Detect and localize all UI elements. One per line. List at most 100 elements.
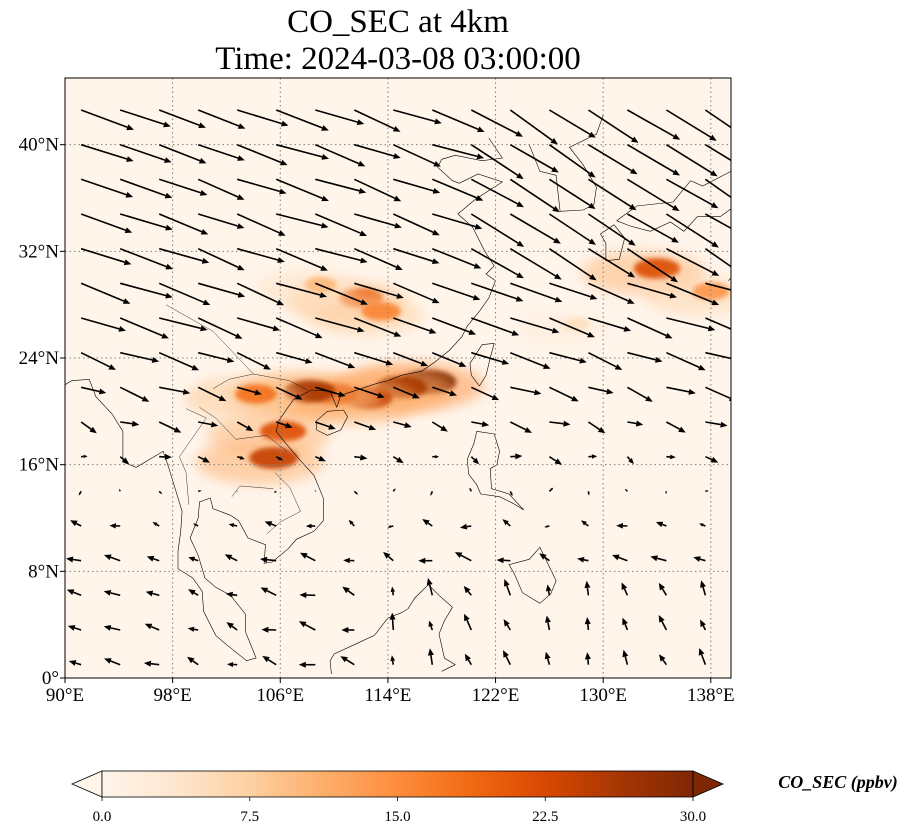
- wind-arrow-shaft: [236, 143, 282, 164]
- wind-arrow-head: [745, 135, 753, 141]
- wind-arrow-shaft: [275, 421, 287, 427]
- wind-arrow-shaft: [428, 584, 434, 596]
- wind-arrow-head: [104, 554, 112, 561]
- wind-arrow-shaft: [236, 282, 279, 304]
- wind-arrow-shaft: [198, 421, 212, 426]
- wind-arrow-shaft: [392, 213, 434, 234]
- wind-arrow-head: [711, 270, 720, 276]
- wind-arrow-shaft: [509, 109, 553, 141]
- wind-arrow-head: [432, 297, 440, 304]
- wind-arrow-shaft: [705, 351, 731, 360]
- wind-arrow-head: [588, 131, 596, 138]
- wind-arrow-head: [464, 613, 470, 622]
- wind-arrow-head: [70, 520, 78, 527]
- wind-arrow-shaft: [661, 620, 668, 631]
- wind-arrow-shaft: [466, 619, 473, 631]
- wind-arrow-shaft: [74, 627, 82, 631]
- wind-arrow-head: [454, 552, 463, 558]
- wind-arrow-head: [89, 426, 97, 434]
- wind-arrow-head: [188, 589, 196, 596]
- wind-arrow-shaft: [549, 351, 581, 362]
- wind-arrow-head: [543, 363, 551, 369]
- wind-arrow-head: [432, 188, 441, 194]
- wind-arrow-shaft: [509, 421, 527, 431]
- wind-arrow-head: [516, 201, 524, 208]
- wind-arrow-head: [458, 361, 467, 367]
- wind-arrow-head: [749, 292, 757, 298]
- wind-arrow-head: [201, 257, 210, 264]
- wind-arrow-shaft: [354, 317, 396, 335]
- wind-arrow-shaft: [236, 455, 241, 459]
- wind-arrow-shaft: [548, 213, 591, 242]
- wind-arrow-head: [515, 453, 523, 460]
- wind-arrow-head: [357, 160, 366, 167]
- wind-arrow-shaft: [158, 213, 203, 233]
- wind-arrow-head: [98, 388, 107, 395]
- wind-arrow-head: [278, 230, 286, 236]
- wind-arrow-head: [343, 557, 350, 564]
- wind-arrow-shaft: [509, 248, 557, 277]
- wind-arrow-head: [173, 426, 182, 433]
- wind-arrow-head: [108, 364, 116, 370]
- wind-arrow-head: [338, 391, 346, 398]
- wind-arrow-shaft: [275, 351, 307, 362]
- wind-arrow-head: [273, 491, 276, 493]
- wind-arrow-shaft: [275, 386, 297, 398]
- wind-arrow-head: [524, 427, 532, 433]
- wind-arrow-head: [554, 273, 562, 280]
- wind-arrow-head: [463, 585, 471, 594]
- wind-arrow-head: [83, 454, 88, 459]
- wind-arrow-head: [748, 277, 756, 283]
- wind-arrow-shaft: [466, 525, 472, 528]
- wind-arrow-shaft: [432, 213, 476, 228]
- wind-arrow-head: [202, 299, 211, 305]
- wind-arrow-shaft: [471, 317, 513, 334]
- border-line: [199, 407, 288, 452]
- wind-arrow-head: [516, 240, 525, 247]
- wind-arrow-shaft: [315, 386, 340, 395]
- wind-arrow-head: [245, 425, 254, 432]
- wind-arrow-head: [261, 626, 269, 633]
- wind-arrow-head: [554, 296, 563, 303]
- wind-arrow-head: [672, 204, 680, 212]
- wind-arrow-shaft: [236, 247, 279, 261]
- wind-arrow-head: [584, 580, 591, 589]
- wind-arrow-head: [118, 326, 126, 332]
- wind-arrow-head: [746, 333, 754, 339]
- colorbar-ticks: 0.0 7.5 15.0 22.5 30.0: [93, 797, 706, 825]
- wind-arrow-head: [298, 621, 307, 628]
- wind-arrow-shaft: [587, 144, 632, 172]
- wind-arrow-head: [614, 364, 623, 370]
- wind-arrow-head: [210, 421, 219, 428]
- wind-arrow-shaft: [236, 351, 265, 368]
- wind-arrow-head: [627, 271, 636, 278]
- wind-arrow-shaft: [195, 524, 199, 527]
- wind-arrow-shaft: [471, 282, 518, 300]
- wind-arrow-head: [68, 660, 77, 666]
- wind-arrow-shaft: [627, 351, 656, 361]
- wind-arrow-head: [319, 292, 328, 298]
- wind-arrow-shaft: [665, 144, 713, 174]
- wind-arrow-head: [104, 658, 112, 664]
- wind-arrow-head: [199, 190, 208, 196]
- wind-arrow-shaft: [510, 282, 557, 301]
- wind-arrow-shaft: [586, 587, 590, 596]
- wind-arrow-head: [358, 187, 367, 194]
- wind-arrow-shaft: [198, 351, 228, 361]
- plume-core: [249, 447, 298, 469]
- wind-arrow-head: [698, 364, 706, 371]
- wind-arrow-head: [591, 454, 598, 459]
- wind-arrow-head: [587, 492, 590, 496]
- wind-arrow-shaft: [274, 490, 277, 493]
- wind-arrow-head: [545, 615, 551, 623]
- wind-arrow-shaft: [506, 624, 511, 631]
- wind-arrow-shaft: [197, 455, 205, 461]
- wind-arrow-head: [688, 388, 696, 395]
- wind-arrow-head: [404, 422, 412, 428]
- wind-arrow-head: [218, 395, 227, 402]
- wind-arrow-head: [630, 168, 638, 175]
- wind-arrow-shaft: [110, 660, 121, 666]
- wind-arrow-shaft: [666, 351, 700, 369]
- wind-arrow-head: [395, 264, 403, 270]
- wind-arrow-shaft: [431, 178, 478, 199]
